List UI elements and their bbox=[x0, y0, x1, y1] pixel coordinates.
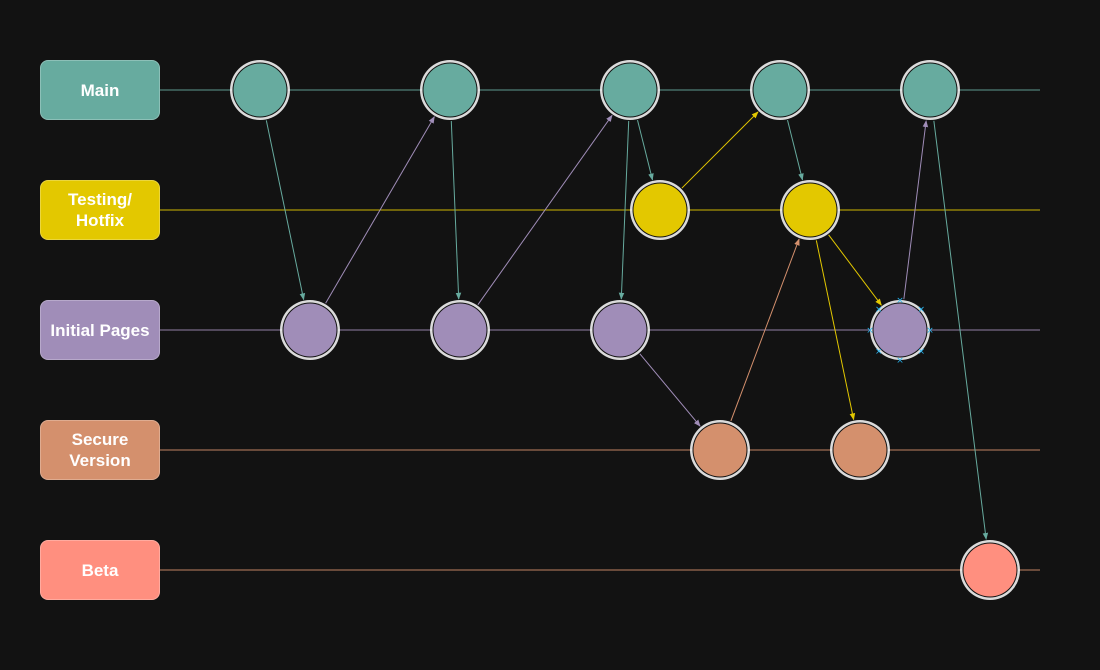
commit-nodes: × × × × × × × × bbox=[230, 60, 1020, 600]
selection-handle[interactable]: × bbox=[875, 305, 883, 315]
link-m4-t2 bbox=[787, 119, 804, 181]
commit-node-i3[interactable] bbox=[590, 300, 650, 360]
lane-label-testing-hotfix: Testing/ Hotfix bbox=[40, 180, 160, 240]
commit-node-s2[interactable] bbox=[830, 420, 890, 480]
link-m3-i3 bbox=[618, 120, 630, 300]
link-m2-i2 bbox=[450, 120, 462, 300]
lane-label-main: Main bbox=[40, 60, 160, 120]
commit-links bbox=[265, 111, 989, 540]
selection-handle[interactable]: × bbox=[896, 296, 904, 306]
link-i4-m5 bbox=[903, 120, 929, 300]
commit-node-i4[interactable]: × × × × × × × × bbox=[866, 296, 934, 366]
link-m1-i1 bbox=[265, 120, 306, 301]
selection-handle[interactable]: × bbox=[926, 326, 934, 336]
link-i1-m2 bbox=[325, 116, 435, 304]
link-t2-s2 bbox=[815, 240, 856, 421]
lane-label-secure-version: Secure Version bbox=[40, 420, 160, 480]
selection-handle[interactable]: × bbox=[917, 347, 925, 357]
lane-label-beta: Beta bbox=[40, 540, 160, 600]
link-m3-t1 bbox=[637, 119, 654, 181]
commit-node-m5[interactable] bbox=[900, 60, 960, 120]
commit-node-m3[interactable] bbox=[600, 60, 660, 120]
commit-node-t2[interactable] bbox=[780, 180, 840, 240]
link-t2-i4 bbox=[828, 234, 882, 306]
commit-node-i1[interactable] bbox=[280, 300, 340, 360]
selection-handle[interactable]: × bbox=[875, 347, 883, 357]
link-t1-m4 bbox=[681, 111, 759, 189]
commit-node-t1[interactable] bbox=[630, 180, 690, 240]
commit-node-m4[interactable] bbox=[750, 60, 810, 120]
selection-handle[interactable]: × bbox=[896, 356, 904, 366]
commit-node-m2[interactable] bbox=[420, 60, 480, 120]
link-s1-t2 bbox=[730, 238, 800, 422]
commit-node-b1[interactable] bbox=[960, 540, 1020, 600]
lane-label-initial-pages: Initial Pages bbox=[40, 300, 160, 360]
link-i3-s1 bbox=[639, 353, 701, 427]
commit-node-s1[interactable] bbox=[690, 420, 750, 480]
commit-node-i2[interactable] bbox=[430, 300, 490, 360]
commit-node-m1[interactable] bbox=[230, 60, 290, 120]
selection-handle[interactable]: × bbox=[866, 326, 874, 336]
link-i2-m3 bbox=[477, 114, 613, 305]
link-m5-b1 bbox=[933, 120, 989, 540]
selection-handle[interactable]: × bbox=[917, 305, 925, 315]
